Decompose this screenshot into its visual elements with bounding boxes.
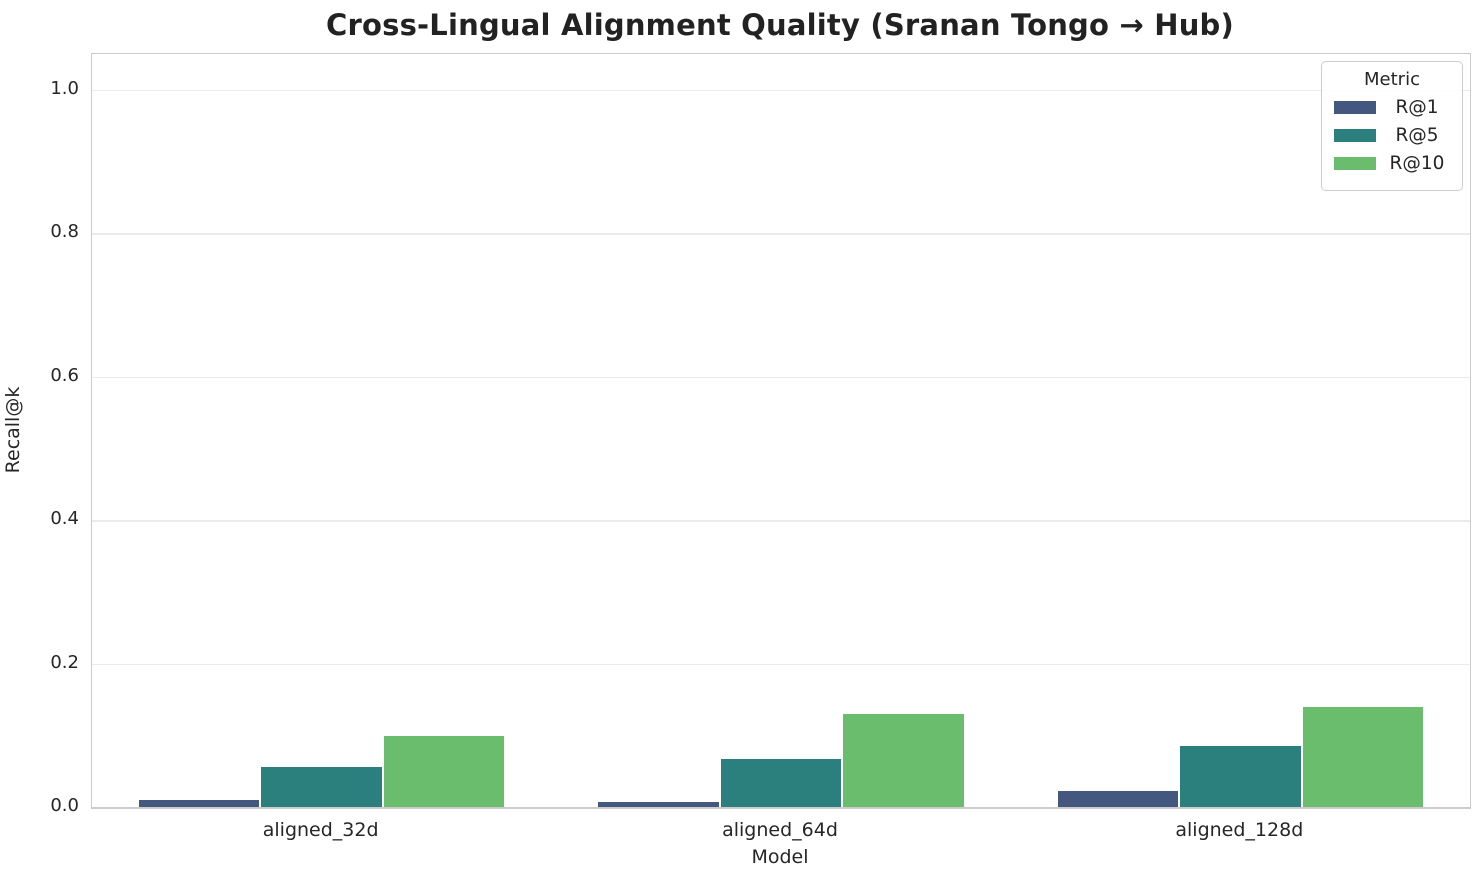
x-tick-label: aligned_128d bbox=[1175, 819, 1304, 841]
gridline bbox=[92, 89, 1470, 92]
legend-item: R@10 bbox=[1332, 153, 1452, 174]
bar bbox=[720, 758, 842, 807]
bar bbox=[598, 801, 719, 807]
bar bbox=[383, 736, 505, 807]
bar bbox=[138, 799, 260, 807]
legend-swatch bbox=[1334, 101, 1376, 114]
y-tick-label: 0.4 bbox=[50, 508, 79, 530]
bar bbox=[1302, 706, 1424, 807]
legend-title: Metric bbox=[1364, 69, 1420, 90]
bar bbox=[843, 714, 964, 807]
gridline bbox=[92, 520, 1470, 522]
gridline bbox=[92, 233, 1470, 235]
legend-items: R@1 R@5 R@10 bbox=[1332, 97, 1452, 174]
legend-label: R@5 bbox=[1395, 125, 1439, 146]
gridline bbox=[92, 376, 1470, 379]
bar bbox=[1057, 790, 1179, 807]
y-tick-label: 0.0 bbox=[50, 795, 79, 816]
x-axis-label: Model bbox=[751, 846, 809, 868]
y-axis-label: Recall@k bbox=[2, 386, 24, 474]
chart-title: Cross-Lingual Alignment Quality (Sranan … bbox=[326, 8, 1234, 42]
y-tick-label: 1.0 bbox=[50, 77, 79, 99]
legend-label: R@1 bbox=[1395, 97, 1439, 118]
x-tick-label: aligned_32d bbox=[262, 819, 379, 841]
plot-area bbox=[91, 53, 1471, 809]
legend-item: R@5 bbox=[1332, 125, 1452, 146]
bar bbox=[261, 766, 382, 807]
legend-item: R@1 bbox=[1332, 97, 1452, 118]
gridline bbox=[92, 663, 1470, 666]
y-tick-label: 0.2 bbox=[50, 651, 79, 673]
y-tick-label: 0.6 bbox=[50, 364, 79, 386]
x-tick-label: aligned_64d bbox=[722, 819, 838, 841]
legend-swatch bbox=[1334, 129, 1376, 142]
legend-label: R@10 bbox=[1389, 153, 1445, 174]
legend-swatch bbox=[1334, 157, 1376, 170]
y-tick-label: 0.8 bbox=[50, 221, 79, 243]
legend: Metric R@1 R@5 R@10 bbox=[1321, 61, 1463, 191]
bar bbox=[1180, 746, 1301, 807]
